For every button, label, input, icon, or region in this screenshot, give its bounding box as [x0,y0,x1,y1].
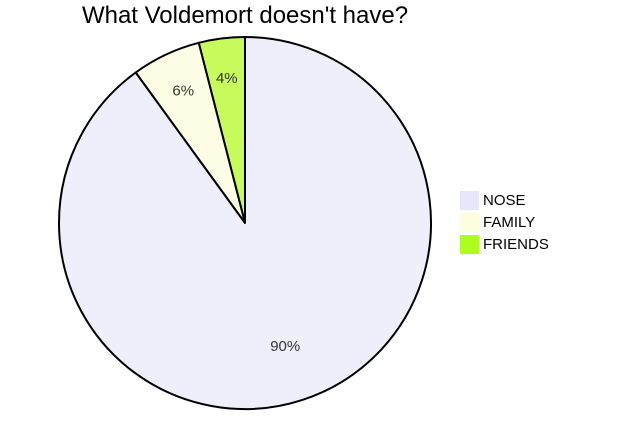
legend-item-nose: NOSE [460,189,549,211]
legend-swatch [460,234,479,254]
legend-label: NOSE [483,191,526,209]
chart-title: What Voldemort doesn't have? [81,2,409,29]
legend-label: FAMILY [483,213,536,231]
legend-swatch [460,190,479,210]
pie-slices [58,36,432,410]
legend-item-family: FAMILY [460,211,549,233]
legend-item-friends: FRIENDS [460,233,549,255]
slice-label-friends: 4% [216,70,238,87]
legend-label: FRIENDS [483,235,549,253]
pie-slice-labels: 4% 6% 90% [172,70,300,355]
chart-legend: NOSE FAMILY FRIENDS [460,189,549,255]
slice-label-nose: 90% [270,338,300,355]
legend-swatch [460,212,479,232]
pie-slice-nose [58,36,432,410]
slice-label-family: 6% [172,83,194,100]
